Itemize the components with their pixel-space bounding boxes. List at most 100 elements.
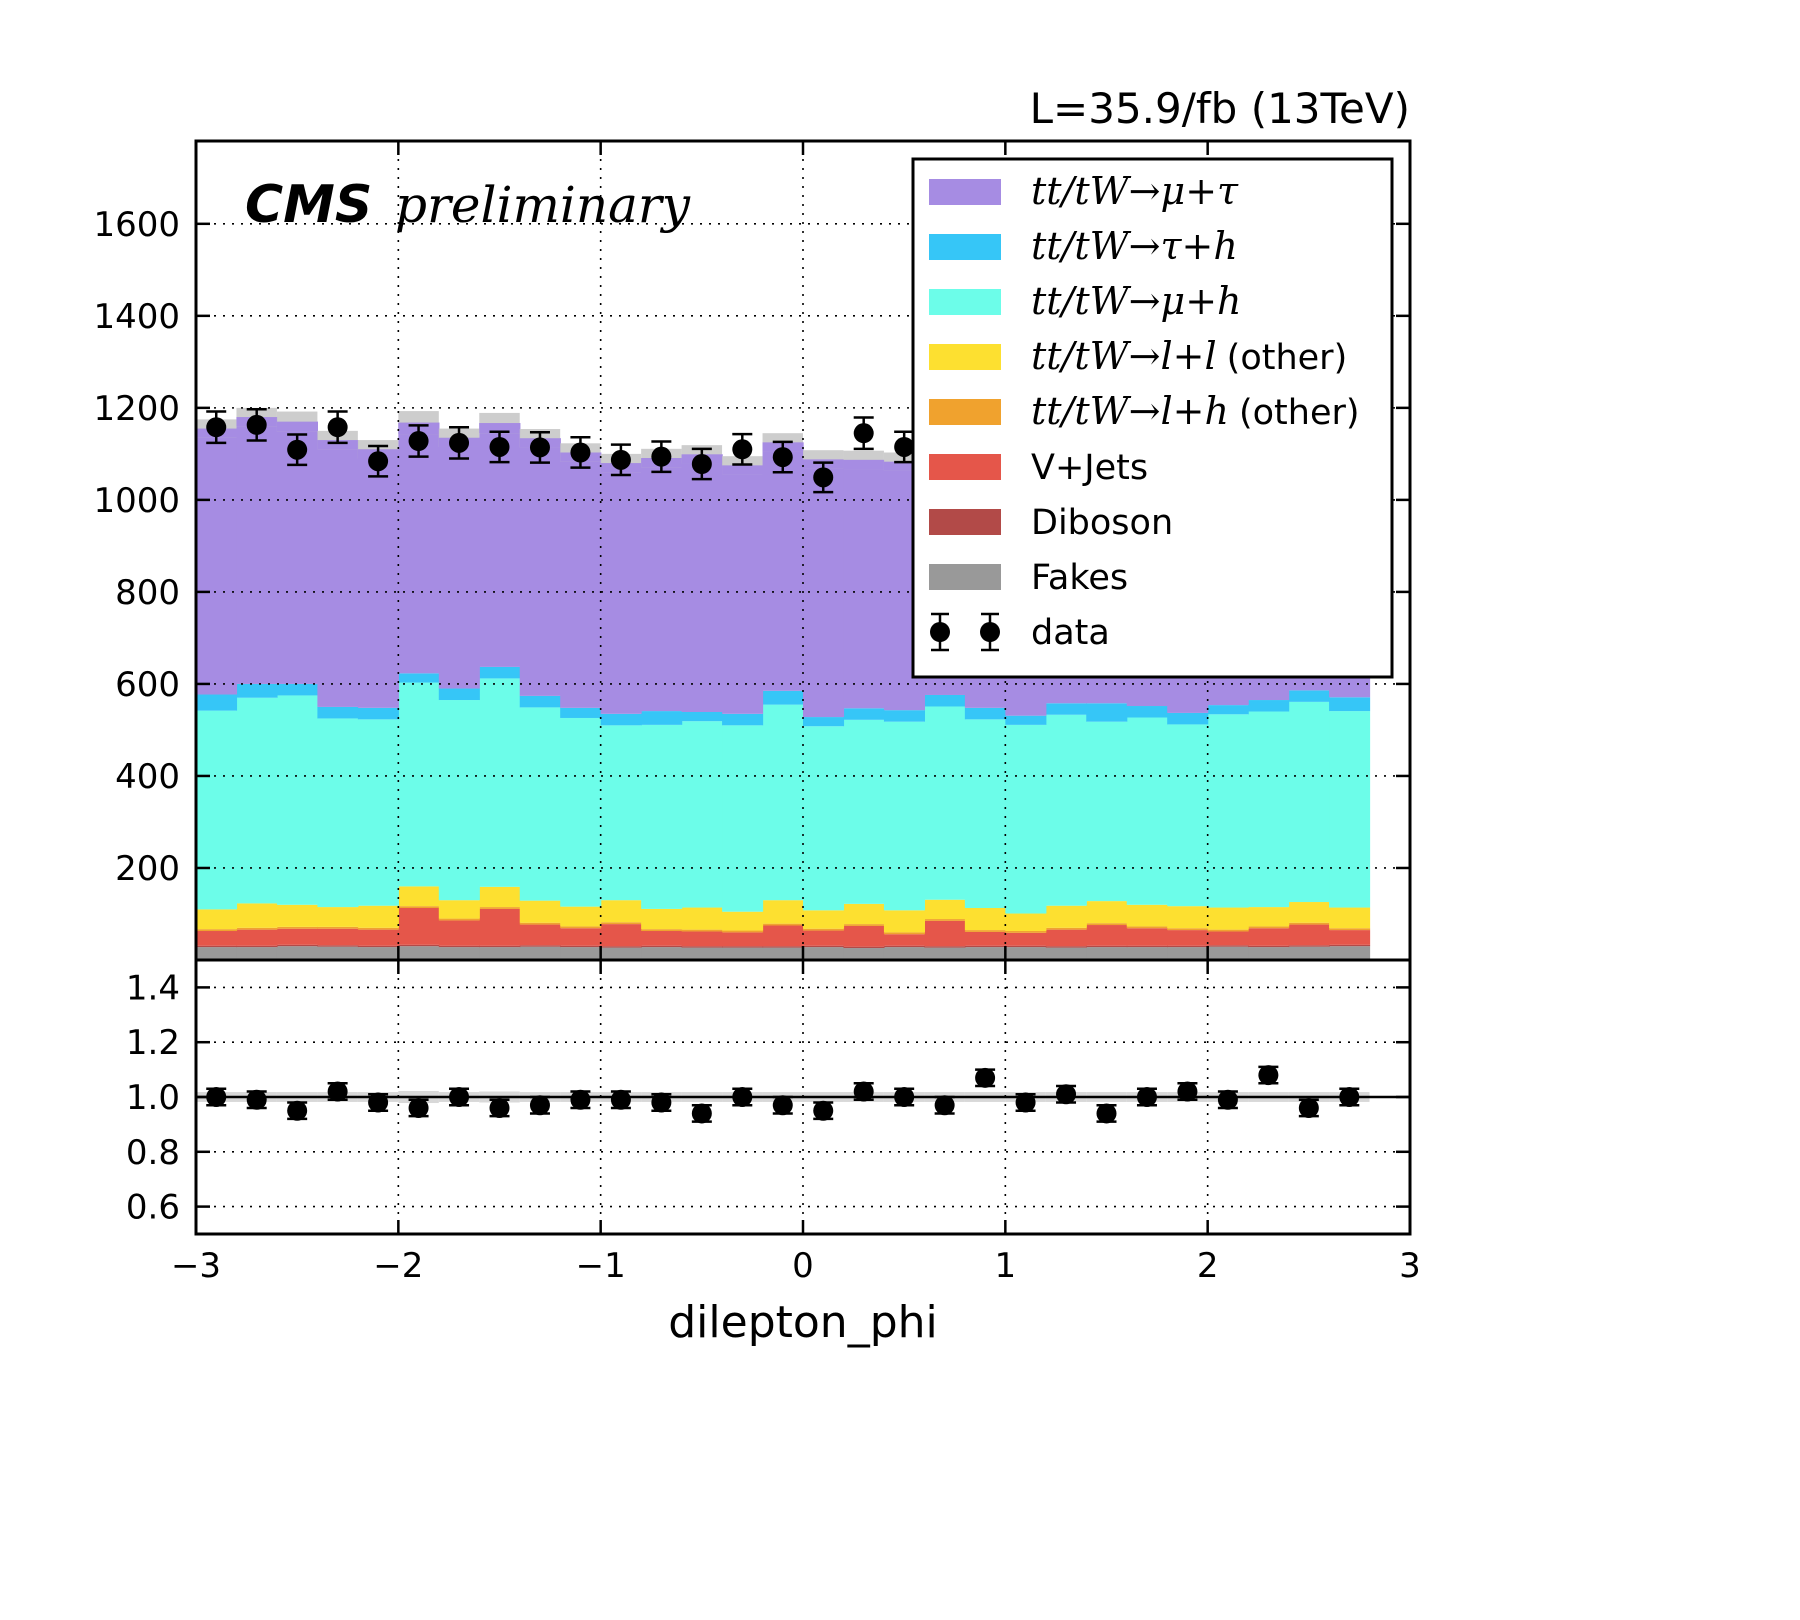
bar-ll_other (641, 908, 683, 930)
bar-vjets (398, 908, 440, 945)
ratio-marker (651, 1092, 672, 1113)
bar-ll_other (762, 900, 804, 924)
bar-mu_tau (803, 459, 845, 718)
data-marker (368, 451, 389, 472)
x-tick-label: 3 (1399, 1246, 1421, 1286)
legend-swatch (929, 179, 1001, 205)
bar-ll_other (236, 903, 278, 928)
bar-lh_other (964, 930, 1006, 932)
bar-fakes (1167, 947, 1209, 960)
bar-diboson (236, 945, 278, 948)
data-point (610, 443, 631, 477)
bar-mu_h (1045, 714, 1087, 906)
bar-mu_h (762, 704, 804, 901)
bar-tau_h (196, 694, 238, 711)
y-tick-label: 1.2 (126, 1023, 180, 1063)
bar-tau_h (1086, 703, 1128, 722)
data-marker (327, 417, 348, 438)
legend-item-mu_tau: tt/tW→μ+τ (929, 169, 1239, 213)
bar-mu_tau (236, 417, 278, 684)
bar-vjets (1167, 930, 1209, 946)
bar-ll_other (883, 910, 925, 933)
bar-ll_other (722, 911, 764, 931)
data-point (327, 410, 348, 445)
data-marker (489, 436, 510, 457)
bar-mu_h (1005, 724, 1047, 914)
bar-vjets (317, 928, 359, 946)
bar-ll_other (600, 900, 642, 923)
legend-item-fakes: Fakes (929, 558, 1128, 598)
bar-lh_other (1086, 923, 1128, 926)
bar-mu_h (883, 721, 925, 911)
bar-ll_other (843, 903, 885, 925)
data-marker (732, 439, 753, 460)
ratio-marker (327, 1081, 348, 1102)
bar-lh_other (317, 926, 359, 929)
legend-item-mu_h: tt/tW→μ+h (929, 279, 1242, 323)
data-point (449, 425, 470, 460)
bar-mu_tau (722, 465, 764, 714)
ratio-marker (610, 1089, 631, 1110)
bar-vjets (843, 925, 885, 947)
ratio-marker (408, 1097, 429, 1118)
bar-mu_tau (519, 438, 561, 696)
bar-diboson (479, 945, 521, 948)
ratio-marker (246, 1089, 267, 1110)
bar-lh_other (1126, 926, 1168, 929)
bar-vjets (1207, 931, 1249, 946)
bar-fakes (276, 946, 318, 960)
ratio-point (1096, 1103, 1117, 1124)
lumi-label: L=35.9/fb (13TeV) (1030, 84, 1410, 133)
bar-ll_other (196, 909, 238, 930)
series-lh_other (196, 906, 1371, 935)
x-tick-label: −1 (576, 1246, 626, 1286)
bar-mu_h (196, 710, 238, 910)
data-point (246, 407, 267, 442)
bar-tau_h (317, 706, 359, 719)
bar-ll_other (1167, 906, 1209, 929)
bar-diboson (1329, 944, 1371, 947)
bar-vjets (762, 925, 804, 947)
bar-diboson (196, 945, 238, 948)
ratio-point (975, 1067, 996, 1088)
bar-fakes (1288, 946, 1330, 960)
bar-tau_h (883, 710, 925, 722)
bar-diboson (276, 944, 318, 947)
ratio-marker (1217, 1089, 1238, 1110)
bar-tau_h (1207, 705, 1249, 715)
bar-mu_h (600, 725, 642, 901)
bar-ll_other (1086, 901, 1128, 924)
bar-vjets (357, 929, 399, 946)
ratio-point (772, 1095, 793, 1116)
bar-tau_h (1288, 690, 1330, 702)
bar-diboson (1288, 945, 1330, 947)
ratio-y-ticks: 0.6 0.8 1.0 1.2 1.4 (126, 968, 1410, 1228)
bar-diboson (883, 945, 925, 948)
legend-label: tt/tW→l+l (other) (1031, 334, 1347, 378)
ratio-marker (287, 1100, 308, 1121)
data-marker (529, 437, 550, 458)
legend-swatch (929, 509, 1001, 535)
ratio-point (1217, 1089, 1238, 1110)
bar-mu_tau (317, 440, 359, 707)
bar-tau_h (519, 695, 561, 708)
ratio-marker (1339, 1087, 1360, 1107)
bar-tau_h (843, 708, 885, 720)
ratio-marker (732, 1087, 753, 1107)
ratio-marker (1015, 1092, 1036, 1113)
data-point (570, 436, 591, 469)
x-tick-label: −3 (171, 1246, 221, 1286)
data-point (732, 432, 753, 466)
bar-vjets (196, 931, 238, 946)
ratio-point (206, 1087, 227, 1107)
bar-fakes (924, 947, 966, 960)
data-marker (570, 442, 591, 463)
data-marker (610, 449, 631, 470)
bar-fakes (843, 948, 885, 960)
bar-ll_other (681, 907, 723, 930)
ratio-marker (368, 1092, 389, 1113)
bar-tau_h (1329, 697, 1371, 712)
bar-ll_other (1005, 913, 1047, 932)
bar-fakes (1005, 947, 1047, 960)
bar-tau_h (681, 711, 723, 722)
